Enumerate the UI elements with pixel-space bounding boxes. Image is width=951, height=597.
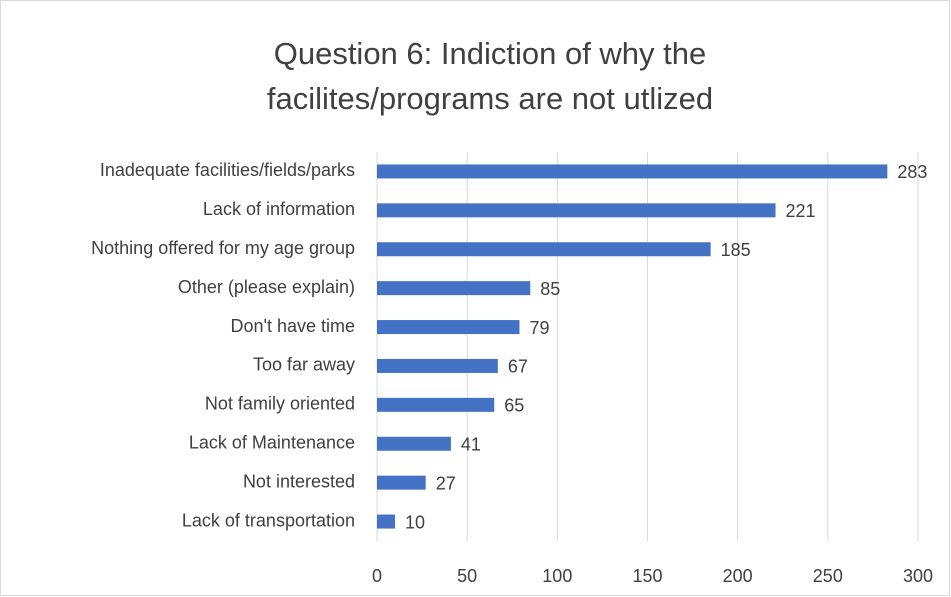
x-tick-label: 250 — [813, 566, 843, 586]
y-tick-label: Not family oriented — [205, 394, 355, 414]
bar — [377, 475, 426, 490]
data-label: 185 — [721, 240, 751, 260]
data-label: 27 — [436, 473, 456, 493]
bar — [377, 514, 396, 529]
y-tick-label: Inadequate facilities/fields/parks — [100, 160, 355, 180]
bar — [377, 397, 495, 412]
data-label: 67 — [508, 357, 528, 377]
data-label: 10 — [405, 512, 425, 532]
x-tick-label: 100 — [542, 566, 572, 586]
x-tick-label: 150 — [632, 566, 662, 586]
y-tick-label: Nothing offered for my age group — [91, 238, 355, 258]
data-label: 85 — [540, 279, 560, 299]
bar — [377, 320, 520, 335]
bar — [377, 203, 776, 218]
x-tick-label: 300 — [903, 566, 933, 586]
x-tick-label: 200 — [723, 566, 753, 586]
data-label: 283 — [897, 162, 927, 182]
bar — [377, 242, 711, 257]
bar — [377, 436, 451, 451]
bar — [377, 164, 888, 179]
y-tick-label: Other (please explain) — [178, 277, 355, 297]
x-tick-label: 50 — [457, 566, 477, 586]
y-tick-label: Lack of Maintenance — [189, 433, 355, 453]
bar — [377, 358, 498, 373]
y-tick-label: Lack of transportation — [182, 510, 355, 530]
data-label: 41 — [461, 435, 481, 455]
y-tick-label: Too far away — [253, 355, 355, 375]
y-tick-label: Not interested — [243, 471, 355, 491]
chart-title: facilites/programs are not utlized — [267, 81, 713, 116]
x-tick-label: 0 — [372, 566, 382, 586]
chart-title: Question 6: Indiction of why the — [274, 36, 707, 71]
y-tick-label: Lack of information — [203, 199, 355, 219]
data-label: 65 — [504, 396, 524, 416]
y-tick-label: Don't have time — [231, 316, 356, 336]
data-label: 79 — [529, 318, 549, 338]
bar — [377, 281, 531, 296]
data-label: 221 — [786, 201, 816, 221]
